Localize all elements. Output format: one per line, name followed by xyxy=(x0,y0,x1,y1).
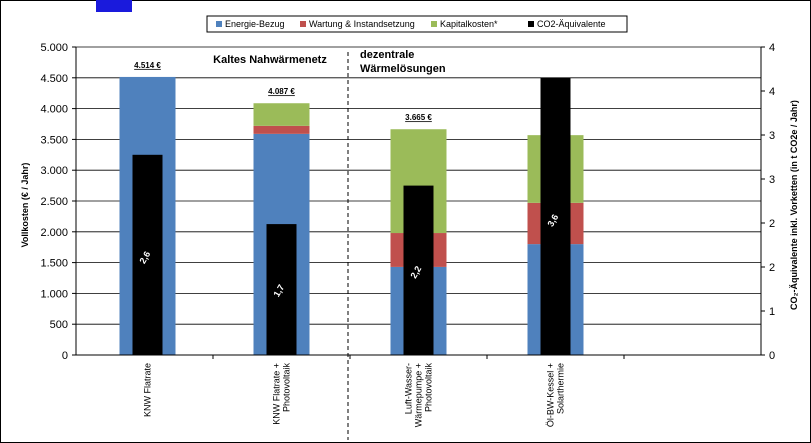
legend-label: Wartung & Instandsetzung xyxy=(309,19,415,29)
legend-box xyxy=(206,15,628,33)
y-left-tick-label: 5.000 xyxy=(40,42,68,54)
y-left-tick-label: 500 xyxy=(50,319,68,331)
legend-layer: Energie-Bezug Wartung & Instandsetzung Kap… xyxy=(206,15,628,33)
y-left-tick-label: 2.500 xyxy=(40,196,68,208)
category-label-line: Wärmepumpe + xyxy=(414,363,424,427)
total-label: 4.087 € xyxy=(268,87,295,96)
y-right-tick-label: 3 xyxy=(769,174,775,186)
category-label: KNW Flatrate + Photovoltaik xyxy=(272,363,292,425)
y-right-tick-label: 2 xyxy=(769,218,775,230)
legend-label: Energie-Bezug xyxy=(225,19,285,29)
y-left-tick-label: 1.000 xyxy=(40,288,68,300)
category-label-line: Öl-BW-Kessel + xyxy=(546,363,556,427)
y-left-tick-label: 2.000 xyxy=(40,227,68,239)
annotation-dezentrale-line1: dezentrale xyxy=(360,49,414,61)
total-label: 3.665 € xyxy=(405,113,432,122)
y-left-tick-label: 3.000 xyxy=(40,165,68,177)
y-right-tick-label: 4 xyxy=(769,42,775,54)
y-left-tick-label: 4.500 xyxy=(40,73,68,85)
y-left-axis-title: Vollkosten (€ / Jahr) xyxy=(20,163,30,248)
y-right-tick-label: 3 xyxy=(769,130,775,142)
category-label-line: Luft-Wasser- xyxy=(404,363,414,414)
y-right-tick-label: 4 xyxy=(769,86,775,98)
annotation-kaltes-nahwaermenetz: Kaltes Nahwärmenetz xyxy=(213,54,327,66)
y-right-tick-label: 1 xyxy=(769,306,775,318)
bar-segment xyxy=(253,125,310,134)
legend-swatch xyxy=(528,21,534,27)
category-label-line: Photovoltaik xyxy=(282,363,292,413)
total-label: 4.514 € xyxy=(134,61,161,70)
category-label-line: KNW Flatrate xyxy=(143,363,153,417)
bar-segment xyxy=(253,103,310,126)
category-label: KNW Flatrate xyxy=(143,363,153,417)
corner-block xyxy=(96,0,132,12)
legend-swatch xyxy=(431,21,437,27)
category-label: Öl-BW-Kessel + Solarthermie xyxy=(546,363,566,427)
y-right-tick-label: 0 xyxy=(769,350,775,362)
total-label: 3.569 € xyxy=(542,119,569,128)
co2-bar xyxy=(132,154,163,355)
annotation-dezentrale-line2: Wärmelösungen xyxy=(360,63,446,75)
y-left-tick-label: 4.000 xyxy=(40,104,68,116)
category-label-line: Solarthermie xyxy=(556,363,566,414)
legend-swatch xyxy=(300,21,306,27)
y-left-tick-label: 1.500 xyxy=(40,258,68,270)
y-left-tick-label: 3.500 xyxy=(40,134,68,146)
legend-label: CO2-Äquivalente xyxy=(537,19,606,29)
co2-bar xyxy=(403,185,434,355)
legend-label: Kapitalkosten* xyxy=(440,19,498,29)
axes-layer: 0 500 1.000 1.500 2.000 2.500 3.000 3.500 4.000 4… xyxy=(40,42,775,440)
category-label-line: KNW Flatrate + xyxy=(272,363,282,425)
category-label: Luft-Wasser- Wärmepumpe + Photovoltaik xyxy=(404,363,434,428)
co2-bar xyxy=(266,224,297,355)
bars-layer xyxy=(119,76,584,356)
y-right-axis-title: CO₂-Äquivalente inkl. Vorketten (in t CO… xyxy=(789,100,799,310)
category-label-line: Photovoltaik xyxy=(424,363,434,413)
legend-swatch xyxy=(216,21,222,27)
co2-bar xyxy=(540,77,571,356)
y-right-tick-label: 2 xyxy=(769,262,775,274)
y-left-tick-label: 0 xyxy=(62,350,68,362)
